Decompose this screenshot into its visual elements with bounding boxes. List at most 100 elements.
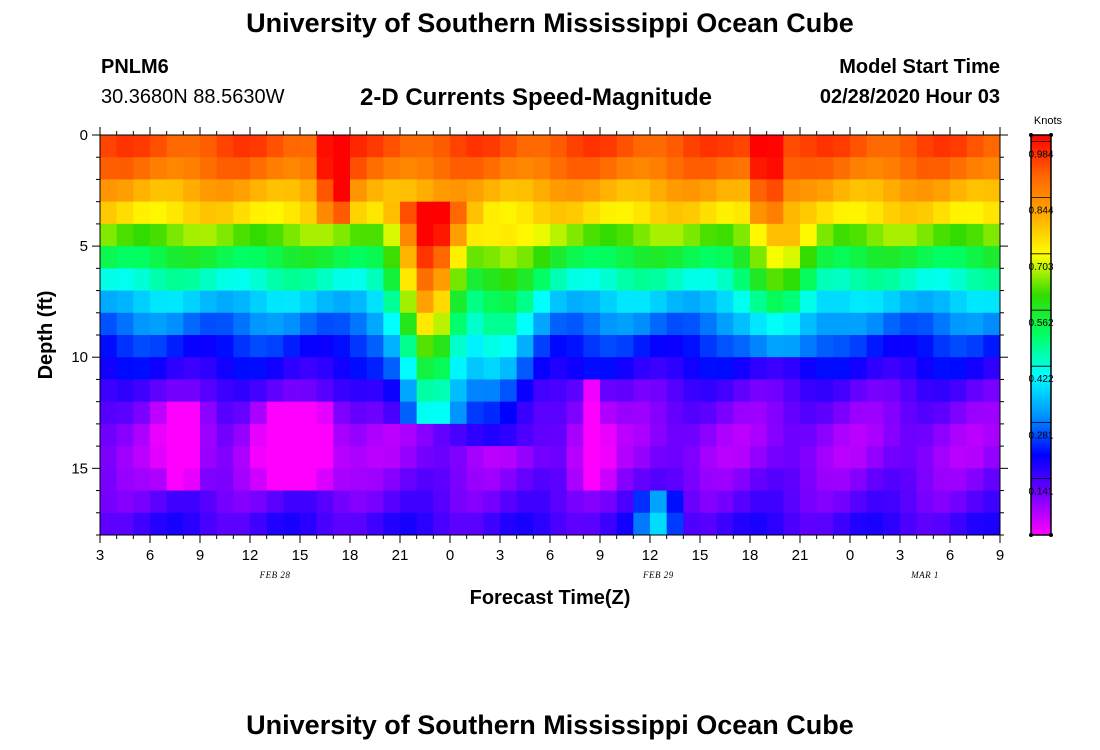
heatmap-cell — [916, 335, 934, 358]
heatmap-cell — [783, 179, 801, 203]
heatmap-cell — [483, 490, 501, 514]
heatmap-cell — [416, 290, 434, 314]
heatmap-cell — [683, 379, 701, 403]
heatmap-cell — [666, 290, 684, 314]
heatmap-cell — [883, 446, 901, 469]
x-tick-label: 3 — [496, 547, 504, 564]
heatmap-cell — [183, 135, 201, 158]
heatmap-cell — [883, 357, 901, 381]
colorbar-tick-label: 0.984 — [1028, 149, 1053, 160]
heatmap-cell — [266, 179, 284, 203]
heatmap-cell — [566, 135, 584, 158]
heatmap-cell — [150, 401, 168, 425]
heatmap-cell — [450, 423, 468, 447]
heatmap-cell — [666, 423, 684, 447]
heatmap-cell — [116, 423, 134, 447]
heatmap-cell — [716, 157, 734, 181]
heatmap-cell — [866, 290, 884, 314]
heatmap-cell — [133, 423, 151, 447]
heatmap-cell — [333, 423, 351, 447]
heatmap-cell — [283, 335, 301, 358]
heatmap-cell — [316, 335, 334, 358]
heatmap-cell — [700, 179, 718, 203]
heatmap-cell — [150, 135, 168, 158]
heatmap-cell — [933, 490, 951, 514]
heatmap-cell — [866, 268, 884, 292]
heatmap-cell — [633, 290, 651, 314]
heatmap-cell — [800, 401, 818, 425]
heatmap-cell — [333, 157, 351, 181]
heatmap-cell — [916, 401, 934, 425]
heatmap-cell — [383, 512, 401, 535]
heatmap-cell — [833, 490, 851, 514]
heatmap-cell — [516, 157, 534, 181]
heatmap-cell — [916, 312, 934, 336]
heatmap-cell — [850, 223, 868, 247]
heatmap-cell — [500, 357, 518, 381]
heatmap-cell — [183, 379, 201, 403]
heatmap-cell — [966, 246, 984, 269]
heatmap-cell — [616, 290, 634, 314]
heatmap-cell — [483, 357, 501, 381]
heatmap-cell — [266, 357, 284, 381]
heatmap-cell — [466, 290, 484, 314]
heatmap-cell — [266, 512, 284, 535]
heatmap-cell — [716, 290, 734, 314]
heatmap-cell — [683, 423, 701, 447]
heatmap-cell — [900, 423, 918, 447]
heatmap-cell — [716, 268, 734, 292]
heatmap-cell — [900, 468, 918, 492]
heatmap-cell — [933, 157, 951, 181]
heatmap-cell — [100, 335, 118, 358]
heatmap-cell — [566, 335, 584, 358]
heatmap-cell — [333, 401, 351, 425]
y-tick-label: 0 — [80, 127, 88, 144]
heatmap-cell — [666, 512, 684, 535]
heatmap-cell — [500, 135, 518, 158]
heatmap-cell — [616, 468, 634, 492]
heatmap-cell — [833, 179, 851, 203]
heatmap-cell — [783, 423, 801, 447]
heatmap-cell — [183, 512, 201, 535]
heatmap-cell — [233, 201, 251, 225]
heatmap-cell — [533, 268, 551, 292]
heatmap-cell — [366, 357, 384, 381]
heatmap-cell — [233, 401, 251, 425]
heatmap-cell — [566, 468, 584, 492]
heatmap-cell — [850, 290, 868, 314]
heatmap-cell — [900, 335, 918, 358]
heatmap-cell — [166, 201, 184, 225]
heatmap-cell — [300, 357, 318, 381]
heatmap-cell — [866, 379, 884, 403]
colorbar-tick-label: 0.844 — [1028, 205, 1053, 216]
heatmap-cell — [300, 179, 318, 203]
heatmap-cell — [416, 401, 434, 425]
heatmap-cell — [133, 201, 151, 225]
heatmap-cell — [716, 423, 734, 447]
heatmap-cell — [183, 268, 201, 292]
colorbar-tick-label: 0.562 — [1028, 318, 1053, 329]
heatmap-cell — [900, 512, 918, 535]
heatmap-cell — [400, 335, 418, 358]
heatmap-cell — [466, 135, 484, 158]
heatmap-cell — [716, 135, 734, 158]
heatmap-cell — [533, 468, 551, 492]
heatmap-cell — [616, 201, 634, 225]
heatmap-cell — [900, 246, 918, 269]
heatmap-cell — [933, 246, 951, 269]
heatmap-cell — [800, 490, 818, 514]
heatmap-cell — [866, 446, 884, 469]
heatmap-cell — [550, 335, 568, 358]
heatmap-cell — [583, 379, 601, 403]
heatmap-cell — [216, 423, 234, 447]
heatmap-cell — [483, 179, 501, 203]
heatmap-cell — [783, 446, 801, 469]
heatmap-cell — [850, 512, 868, 535]
heatmap-cell — [733, 157, 751, 181]
heatmap-cell — [600, 179, 618, 203]
heatmap-cell — [900, 312, 918, 336]
heatmap-cell — [400, 446, 418, 469]
heatmap-cell — [783, 157, 801, 181]
heatmap-cell — [733, 290, 751, 314]
